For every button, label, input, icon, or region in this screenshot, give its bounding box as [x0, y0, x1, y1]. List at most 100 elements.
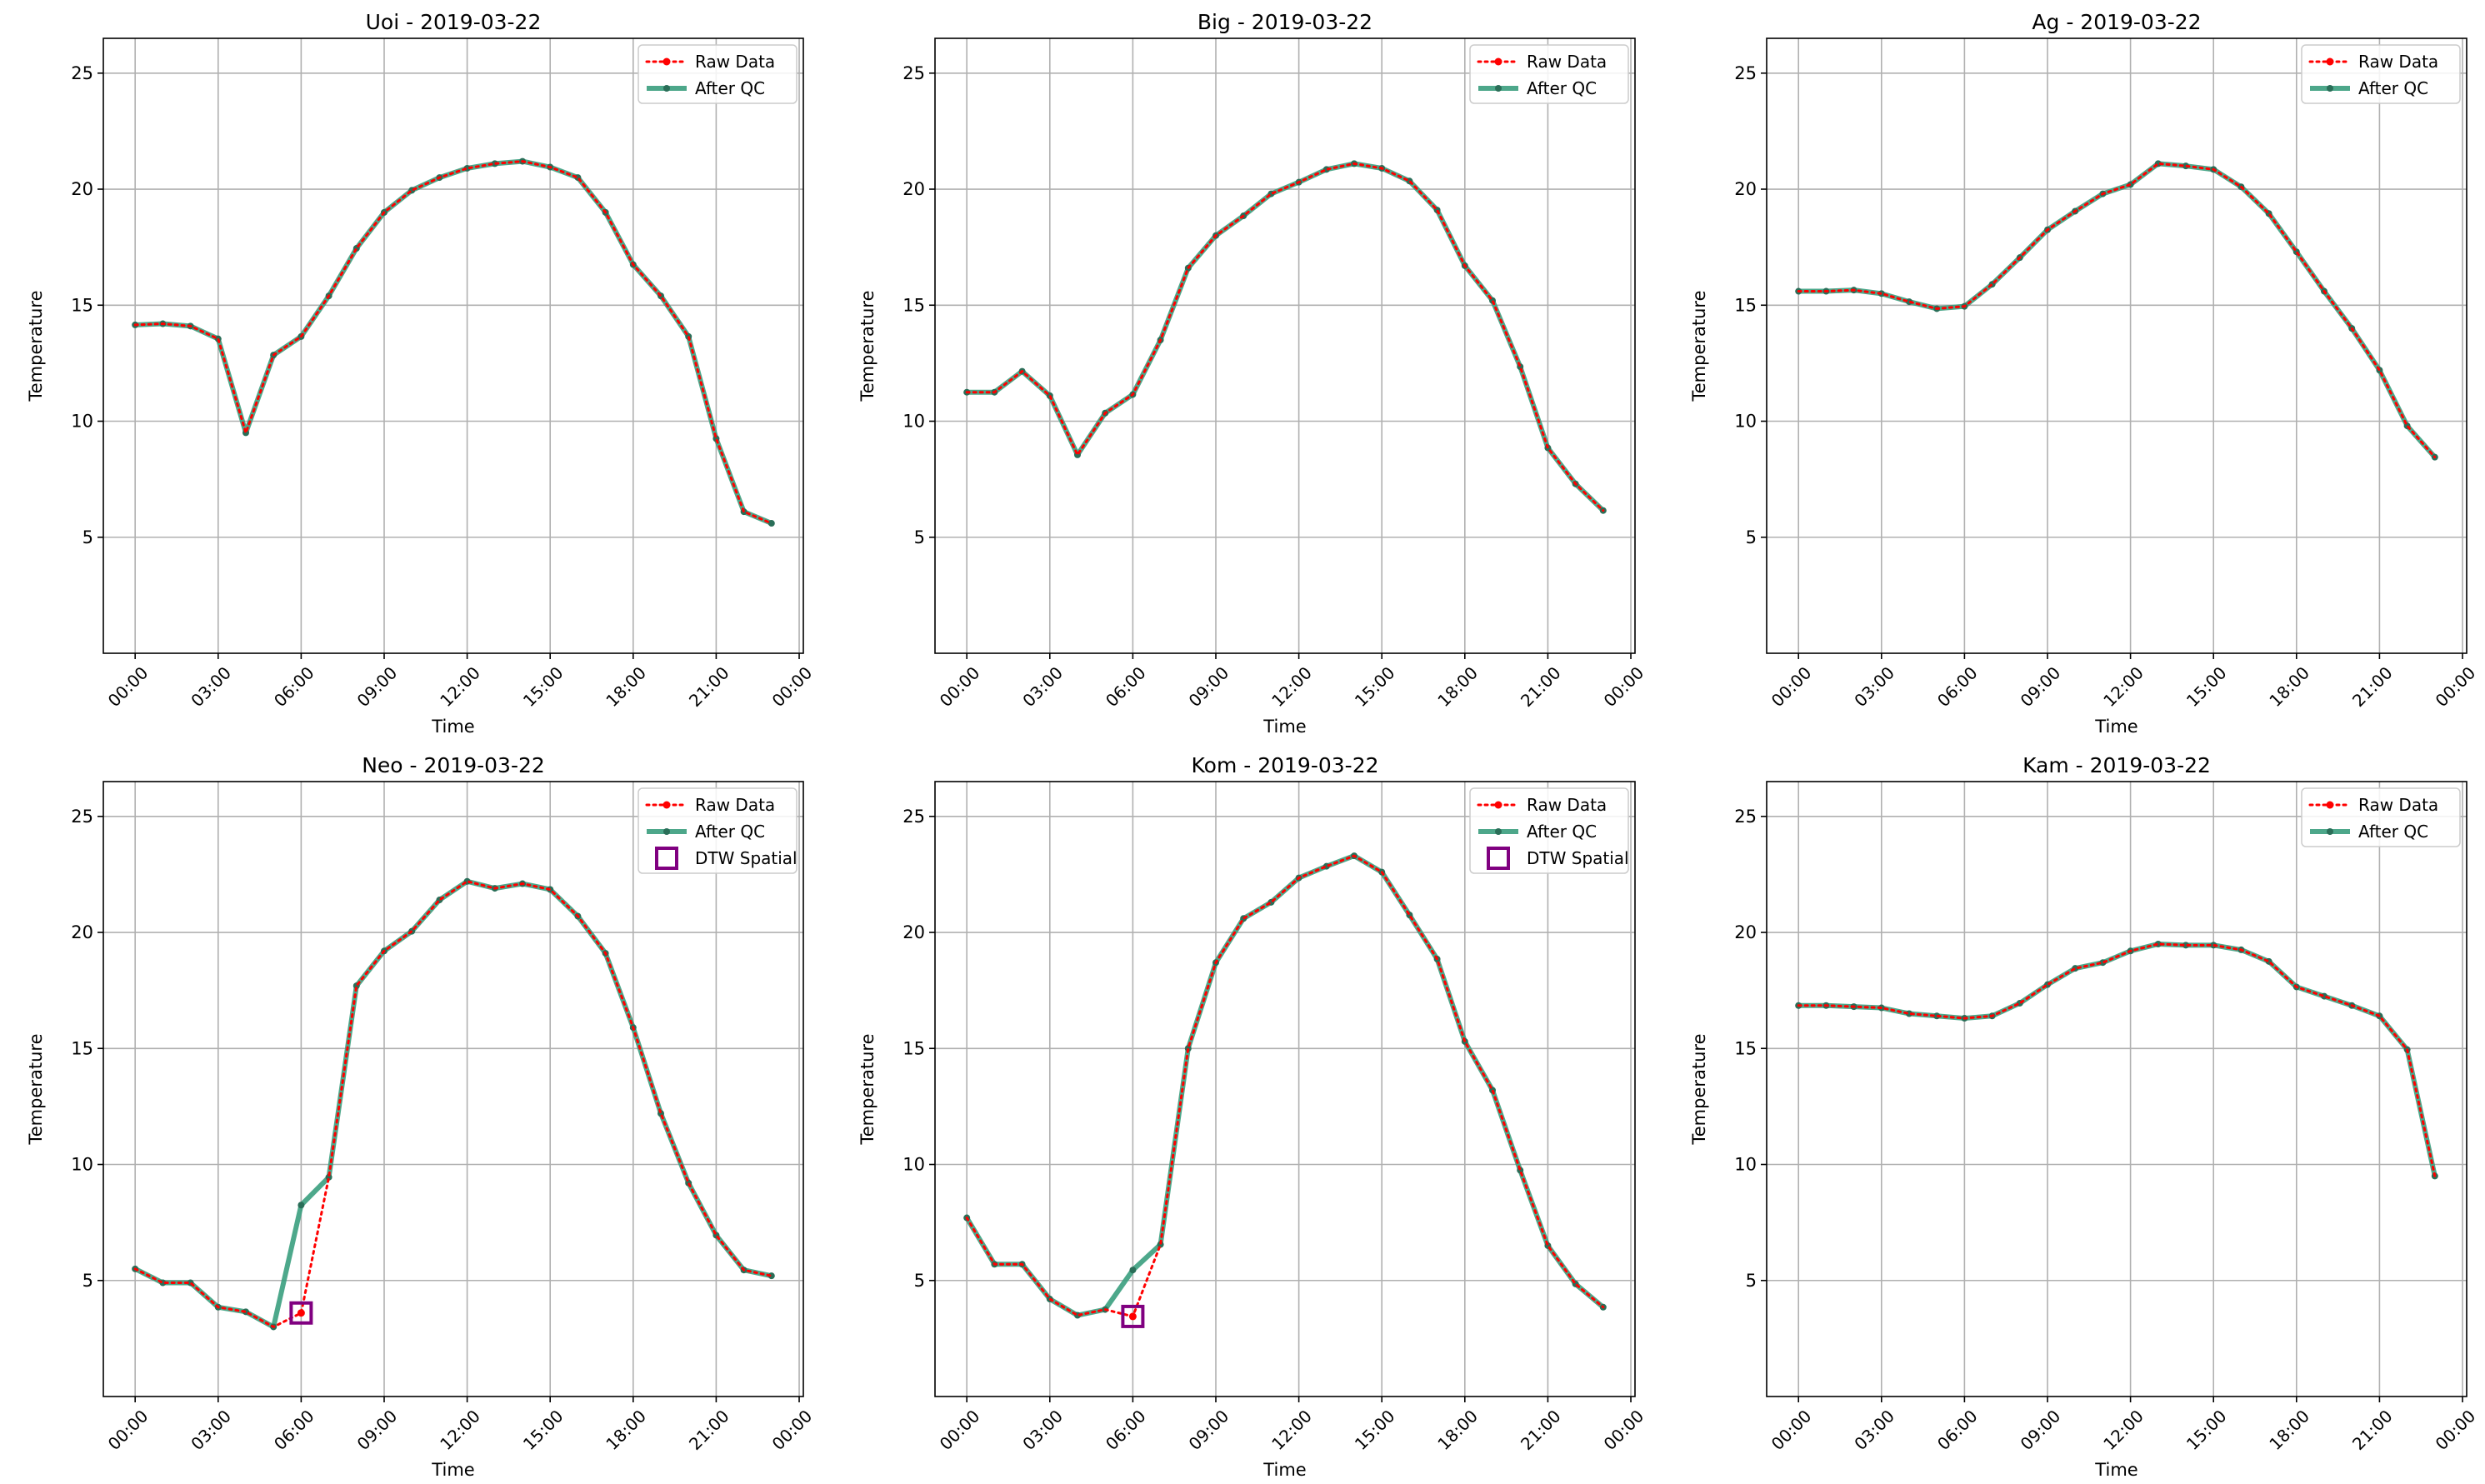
y-tick-label: 15 [1734, 1038, 1757, 1058]
y-tick-label: 10 [902, 412, 925, 432]
x-axis-label: Time [1262, 1460, 1306, 1480]
x-tick-label: 06:00 [1102, 662, 1150, 711]
y-tick-label: 15 [71, 295, 93, 315]
x-tick-label: 15:00 [1351, 662, 1399, 711]
chart-title: Ag - 2019-03-22 [2032, 10, 2201, 34]
series-after-qc-line [1796, 161, 2438, 460]
x-tick-label: 03:00 [1850, 662, 1898, 711]
y-tick-label: 5 [914, 527, 925, 547]
x-tick-label: 21:00 [2348, 662, 2397, 711]
y-tick-label: 5 [1746, 1271, 1757, 1291]
legend-qc-label: After QC [1527, 78, 1597, 98]
chart-title: Kam - 2019-03-22 [2022, 753, 2211, 777]
x-tick-label: 00:00 [2432, 1406, 2480, 1454]
x-tick-label: 18:00 [2265, 662, 2313, 711]
plot-area [132, 157, 775, 527]
chart-panel: Neo - 2019-03-22 00:00 03:00 06:00 09:00 12:0… [26, 753, 816, 1480]
x-tick-label: 12:00 [436, 662, 484, 711]
legend-raw-marker [1494, 801, 1502, 809]
x-tick-label: 03:00 [1850, 1406, 1898, 1454]
series-after-qc-line [1796, 941, 2438, 1179]
x-tick-label: 00:00 [936, 662, 984, 711]
raw-data-point [297, 1309, 305, 1317]
legend-qc-marker [663, 828, 670, 835]
x-axis-label: Time [1262, 717, 1306, 737]
y-axis-label: Temperature [858, 290, 878, 402]
x-axis-label: Time [2094, 1460, 2138, 1480]
legend-qc-label: After QC [695, 78, 765, 98]
after-qc-point [298, 1202, 305, 1209]
series-raw-data-line [965, 162, 1605, 512]
x-tick-label: 06:00 [270, 662, 318, 711]
chart-title: Kom - 2019-03-22 [1192, 753, 1379, 777]
x-tick-label: 00:00 [1768, 1406, 1816, 1454]
legend-raw-marker [1494, 57, 1502, 66]
x-tick-label: 09:00 [1185, 662, 1233, 711]
y-tick-label: 10 [71, 412, 93, 432]
after-qc-point [768, 1272, 775, 1280]
series-after-qc-line [964, 853, 1606, 1318]
y-tick-label: 5 [82, 1271, 93, 1291]
x-tick-label: 00:00 [1600, 1406, 1648, 1454]
legend-dtw-marker [1487, 847, 1510, 870]
x-tick-label: 09:00 [2017, 1406, 2065, 1454]
x-axis-label: Time [2094, 717, 2138, 737]
x-axis-label: Time [431, 717, 474, 737]
x-tick-label: 15:00 [519, 662, 568, 711]
legend-dtw-label: DTW Spatial [695, 848, 798, 868]
series-after-qc-line [132, 158, 774, 527]
chart-panel: Kam - 2019-03-22 00:00 03:00 06:00 09:00 12:0… [1689, 753, 2479, 1480]
x-tick-label: 15:00 [2182, 662, 2231, 711]
after-qc-point [2182, 942, 2190, 949]
y-tick-label: 10 [1734, 1155, 1757, 1175]
axes-frame [934, 37, 1636, 654]
legend-qc-label: After QC [695, 822, 765, 842]
x-tick-label: 00:00 [768, 1406, 817, 1454]
x-tick-label: 03:00 [187, 662, 235, 711]
x-tick-label: 12:00 [2099, 662, 2148, 711]
legend-qc-marker [1495, 85, 1502, 92]
legend-qc-label: After QC [1527, 822, 1597, 842]
plot-area [963, 160, 1607, 514]
legend-raw-marker [2326, 801, 2334, 809]
x-tick-label: 09:00 [353, 662, 402, 711]
y-tick-label: 10 [902, 1155, 925, 1175]
y-tick-label: 20 [902, 179, 925, 199]
x-tick-label: 03:00 [1018, 662, 1067, 711]
y-axis-label: Temperature [26, 1033, 46, 1145]
series-raw-data-line [133, 160, 773, 525]
legend-raw-label: Raw Data [695, 52, 775, 72]
x-tick-label: 18:00 [1433, 1406, 1482, 1454]
legend-qc-label: After QC [2358, 822, 2428, 842]
axes-frame [934, 781, 1636, 1397]
y-tick-label: 25 [71, 807, 93, 827]
x-tick-label: 18:00 [2265, 1406, 2313, 1454]
legend: Raw Data After QC DTW Spatial [638, 787, 798, 874]
x-tick-label: 12:00 [436, 1406, 484, 1454]
plot-area [1795, 160, 2438, 461]
legend: Raw Data After QC [2301, 44, 2461, 104]
x-tick-label: 12:00 [2099, 1406, 2148, 1454]
y-axis-label: Temperature [1689, 1033, 1709, 1145]
series-raw-data-line [965, 854, 1605, 1318]
series-raw-data-line [1797, 162, 2437, 459]
y-tick-label: 5 [82, 527, 93, 547]
y-tick-label: 20 [1734, 179, 1757, 199]
axes-frame [102, 37, 804, 654]
x-tick-label: 00:00 [1600, 662, 1648, 711]
legend: Raw Data After QC DTW Spatial [1469, 787, 1629, 874]
y-tick-label: 20 [1734, 922, 1757, 942]
series-after-qc-line [132, 878, 774, 1330]
axes-frame [102, 781, 804, 1397]
after-qc-point [1905, 1010, 1912, 1017]
legend-dtw-label: DTW Spatial [1527, 848, 1629, 868]
x-tick-label: 15:00 [2182, 1406, 2231, 1454]
raw-data-point [1128, 1312, 1137, 1321]
x-tick-label: 09:00 [1185, 1406, 1233, 1454]
y-tick-label: 10 [71, 1155, 93, 1175]
x-tick-label: 06:00 [1933, 1406, 1982, 1454]
y-tick-label: 20 [71, 179, 93, 199]
x-tick-label: 00:00 [1768, 662, 1816, 711]
y-tick-label: 25 [1734, 63, 1757, 83]
chart-title: Uoi - 2019-03-22 [366, 10, 542, 34]
